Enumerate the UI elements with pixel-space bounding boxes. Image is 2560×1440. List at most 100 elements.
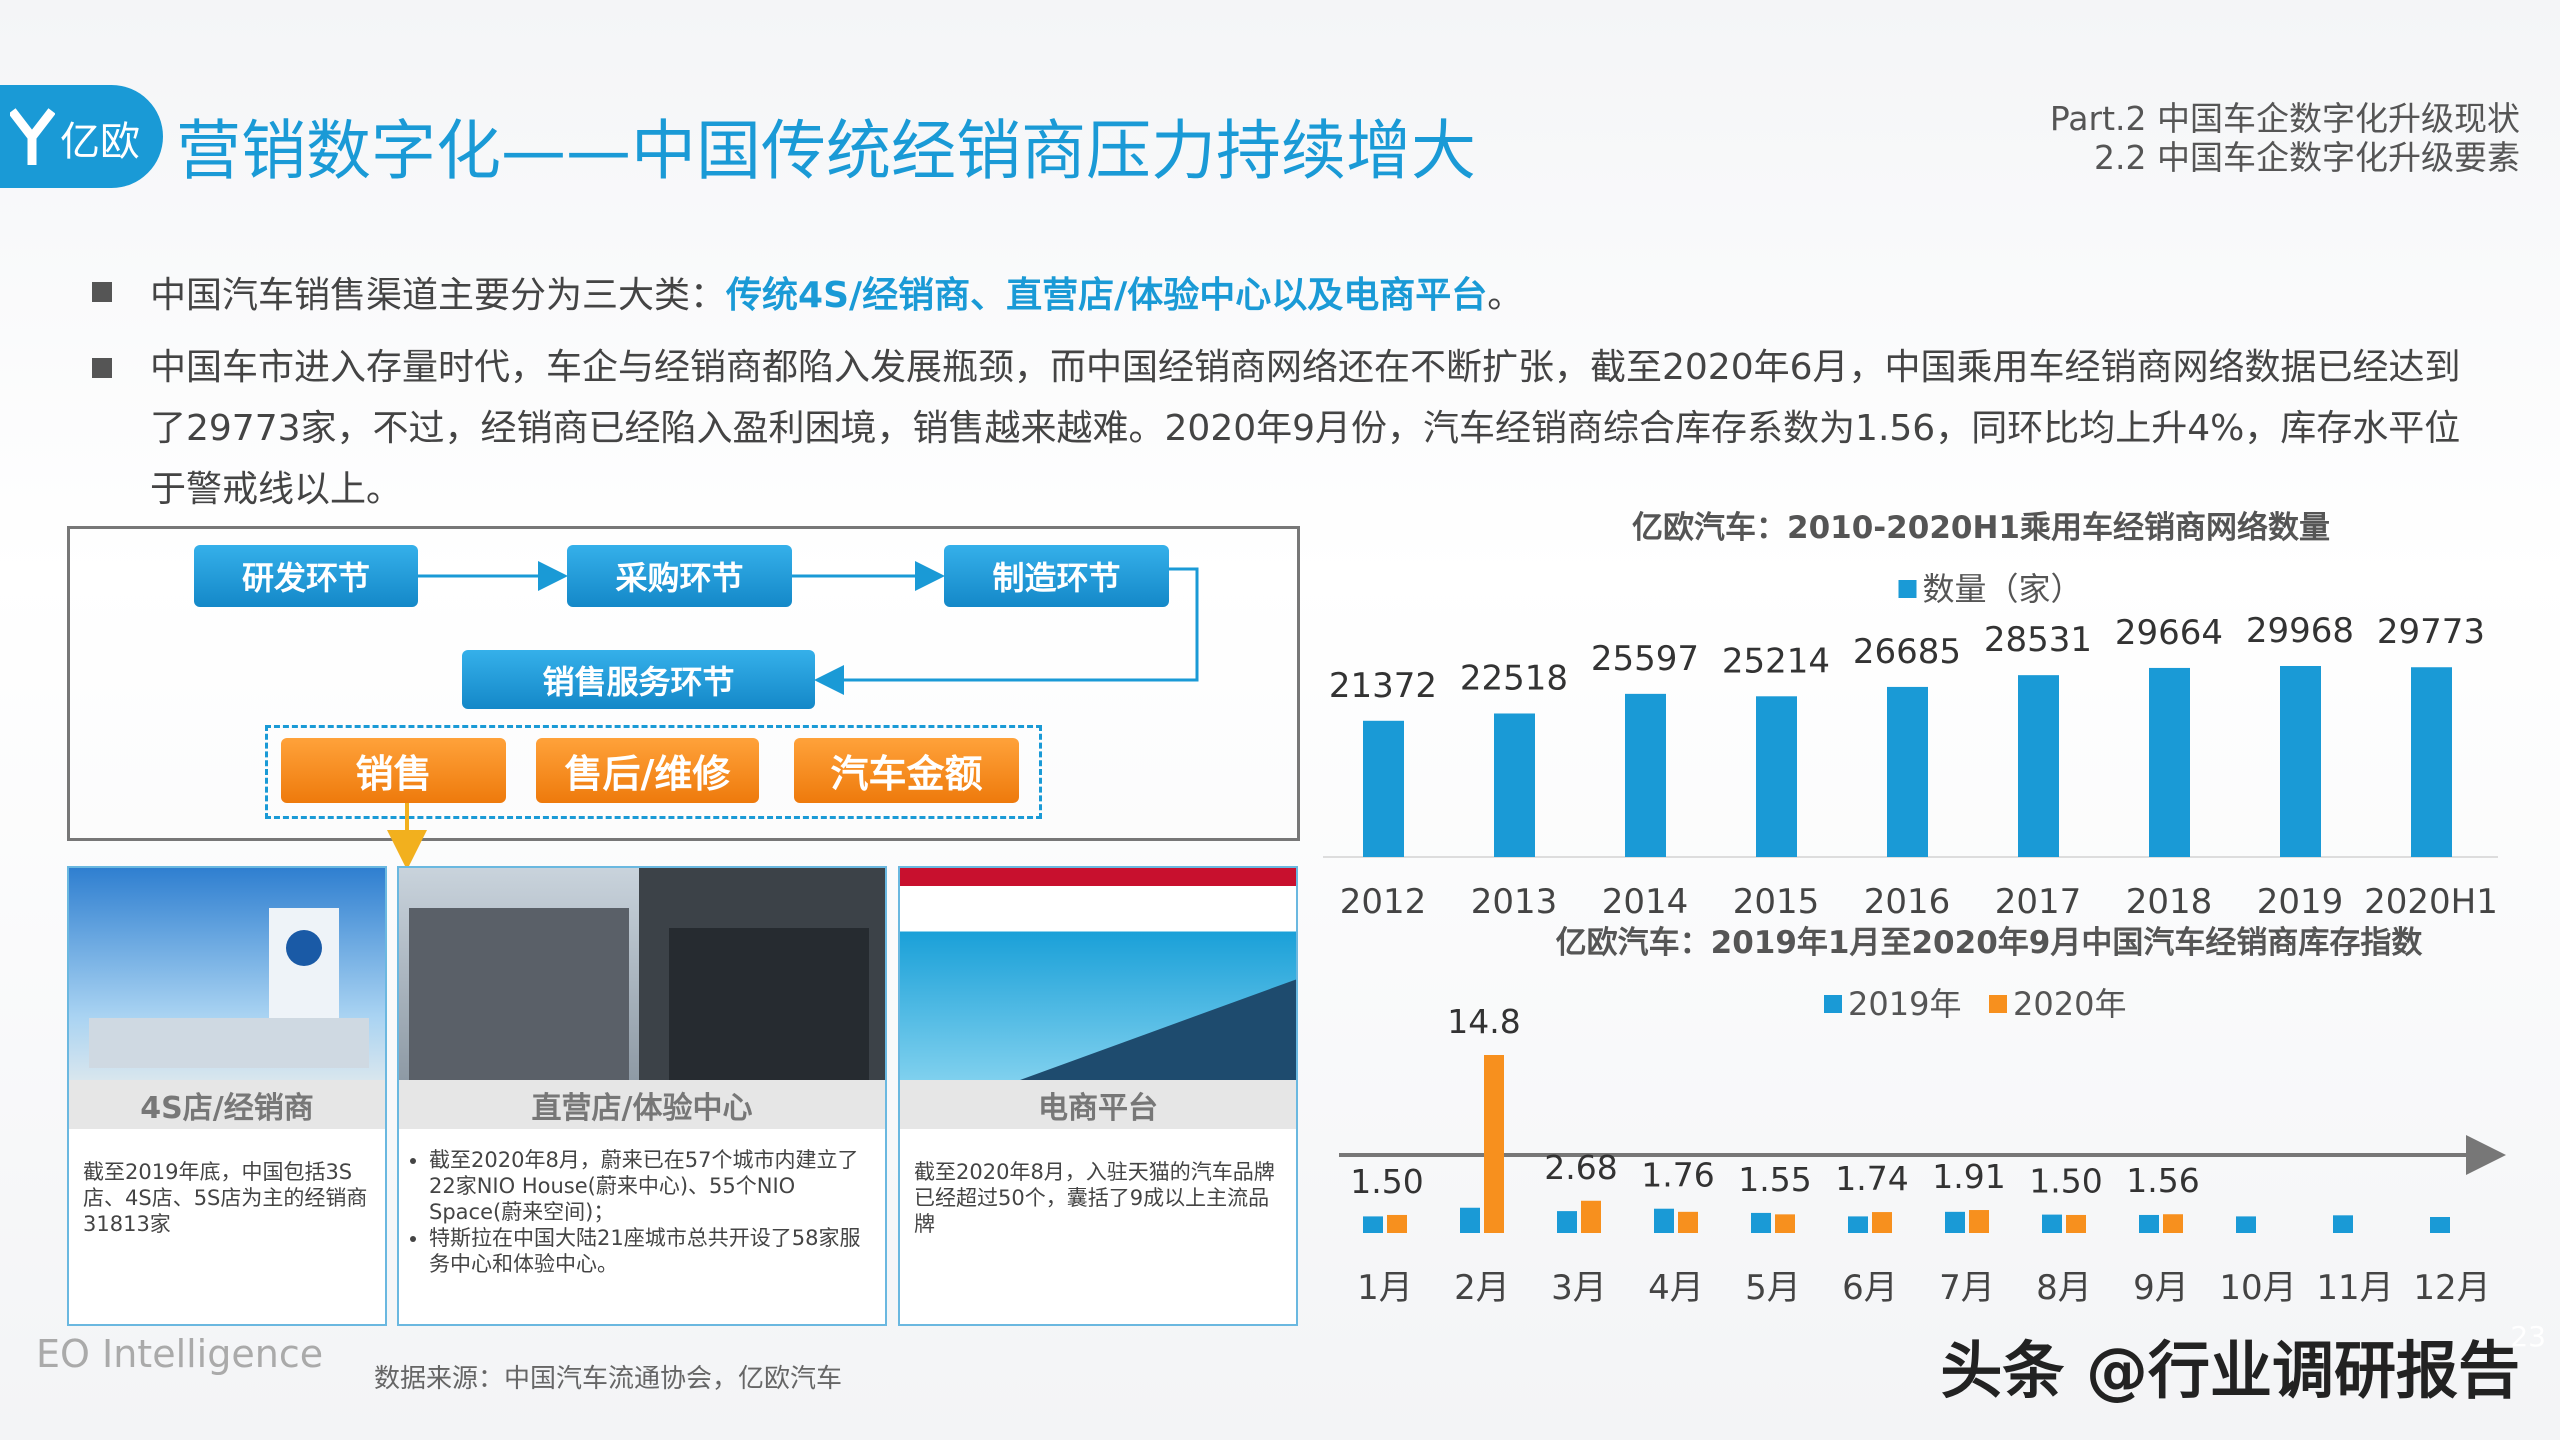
x-tick-label: 6月 <box>1842 1268 1898 1308</box>
x-tick-label: 2020H1 <box>2364 882 2498 922</box>
bar <box>1654 1208 1674 1233</box>
card-title: 直营店/体验中心 <box>399 1080 885 1129</box>
x-tick-label: 10月 <box>2219 1268 2296 1308</box>
bar <box>2411 667 2452 857</box>
title: 营销数字化——中国传统经销商压力持续增大 <box>176 114 1477 189</box>
bullet-highlight: 传统4S/经销商、直营店/体验中心以及电商平台 <box>726 275 1488 316</box>
brand: EO Intelligence <box>36 1332 324 1376</box>
bar <box>1775 1214 1795 1233</box>
photo <box>399 868 885 1080</box>
x-tick-label: 2017 <box>1995 882 2082 922</box>
chart-title: 亿欧汽车：2019年1月至2020年9月中国汽车经销商库存指数 <box>1556 925 2423 961</box>
part: Part.2 中国车企数字化升级现状 <box>2049 99 2520 138</box>
bar <box>1945 1211 1965 1233</box>
bar <box>1460 1207 1480 1233</box>
bullet-text: 中国汽车销售渠道主要分为三大类： <box>150 275 727 316</box>
value-label: 1.55 <box>1738 1160 1811 1199</box>
bullet: 中国车市进入存量时代，车企与经销商都陷入发展瓶颈，而中国经销商网络还在不断扩张，… <box>150 347 2461 510</box>
logo-badge: 亿欧 <box>0 85 163 188</box>
channel-frame <box>265 725 1042 819</box>
value-label: 29773 <box>2377 612 2485 652</box>
x-tick-label: 3月 <box>1551 1268 1607 1308</box>
card-item: 截至2020年8月，蔚来已在57个城市内建立了22家NIO House(蔚来中心… <box>429 1147 871 1225</box>
value-label: 1.50 <box>1350 1162 1423 1201</box>
x-tick-label: 2015 <box>1733 882 1820 922</box>
x-tick-label: 2018 <box>2126 882 2213 922</box>
x-tick-label: 2014 <box>1602 882 1689 922</box>
bar <box>1678 1211 1698 1233</box>
flow-frame <box>67 526 1300 841</box>
value-label: 14.8 <box>1447 1002 1520 1041</box>
value-label: 29968 <box>2246 611 2354 651</box>
bullet-end: 。 <box>1487 275 1524 316</box>
bar <box>2042 1214 2062 1233</box>
value-label: 1.56 <box>2126 1161 2199 1200</box>
legend-swatch <box>1898 580 1917 598</box>
bar <box>2236 1216 2256 1233</box>
step: 研发环节 <box>194 545 418 607</box>
bullet-mark <box>92 358 112 378</box>
card: 直营店/体验中心 截至2020年8月，蔚来已在57个城市内建立了22家NIO H… <box>397 866 887 1326</box>
bar <box>1363 1216 1383 1233</box>
x-tick-label: 9月 <box>2133 1268 2189 1308</box>
bar <box>1872 1212 1892 1233</box>
channel: 销售 <box>281 738 506 803</box>
value-label: 21372 <box>1329 666 1437 706</box>
x-tick-label: 8月 <box>2036 1268 2092 1308</box>
bar <box>2430 1217 2450 1233</box>
channel: 售后/维修 <box>536 738 759 803</box>
logo-text: 亿欧 <box>60 119 140 165</box>
logo-icon <box>10 108 55 165</box>
x-tick-label: 2016 <box>1864 882 1951 922</box>
card: 4S店/经销商 截至2019年底，中国包括3S店、4S店、5S店为主的经销商31… <box>67 866 387 1326</box>
value-label: 25214 <box>1722 641 1830 681</box>
card-list: 截至2020年8月，蔚来已在57个城市内建立了22家NIO House(蔚来中心… <box>399 1129 885 1307</box>
x-tick-label: 2月 <box>1454 1268 1510 1308</box>
value-label: 22518 <box>1460 658 1568 698</box>
x-tick-label: 7月 <box>1939 1268 1995 1308</box>
page-number: 23 <box>2510 1320 2546 1353</box>
bar <box>2163 1214 2183 1233</box>
value-label: 1.50 <box>2029 1162 2102 1201</box>
value-label: 29664 <box>2115 613 2223 653</box>
value-label: 1.91 <box>1932 1157 2005 1196</box>
section: 2.2 中国车企数字化升级要素 <box>2094 138 2520 177</box>
bar <box>2018 675 2059 857</box>
x-tick-label: 11月 <box>2316 1268 2393 1308</box>
card-item: 特斯拉在中国大陆21座城市总共开设了58家服务中心和体验中心。 <box>429 1225 871 1277</box>
card-title: 4S店/经销商 <box>69 1080 385 1129</box>
card-text: 截至2019年底，中国包括3S店、4S店、5S店为主的经销商31813家 <box>83 1160 368 1236</box>
bar <box>1557 1211 1577 1233</box>
value-label: 1.76 <box>1641 1156 1714 1195</box>
step: 销售服务环节 <box>462 650 815 709</box>
step: 采购环节 <box>567 545 792 607</box>
x-tick-label: 2019 <box>2257 882 2344 922</box>
x-tick-label: 5月 <box>1745 1268 1801 1308</box>
bar <box>2066 1214 2086 1233</box>
watermark: 头条 @行业调研报告 <box>1940 1334 2520 1407</box>
bar <box>1751 1212 1771 1233</box>
bar <box>1848 1216 1868 1233</box>
x-tick-label: 2013 <box>1471 882 1558 922</box>
bar <box>2280 666 2321 857</box>
legend-label: 2020年 <box>2013 985 2126 1023</box>
source: 数据来源：中国汽车流通协会，亿欧汽车 <box>374 1364 843 1394</box>
x-tick-label: 4月 <box>1648 1268 1704 1308</box>
bar <box>1756 696 1797 857</box>
bar <box>1625 693 1666 857</box>
bar <box>1484 1055 1504 1233</box>
flow-arrows <box>387 561 1199 870</box>
card-title: 电商平台 <box>900 1080 1296 1129</box>
x-tick-label: 1月 <box>1357 1268 1413 1308</box>
photo <box>69 868 385 1080</box>
value-label: 2.68 <box>1544 1148 1617 1187</box>
bar <box>1494 713 1535 857</box>
bar <box>2139 1214 2159 1233</box>
value-label: 1.74 <box>1835 1159 1908 1198</box>
card: 电商平台 截至2020年8月，入驻天猫的汽车品牌已经超过50个，囊括了9成以上主… <box>898 866 1298 1326</box>
chart-title: 亿欧汽车：2010-2020H1乘用车经销商网络数量 <box>1632 510 2330 546</box>
legend-label: 2019年 <box>1848 985 1961 1023</box>
legend-label: 数量（家） <box>1923 570 2083 608</box>
